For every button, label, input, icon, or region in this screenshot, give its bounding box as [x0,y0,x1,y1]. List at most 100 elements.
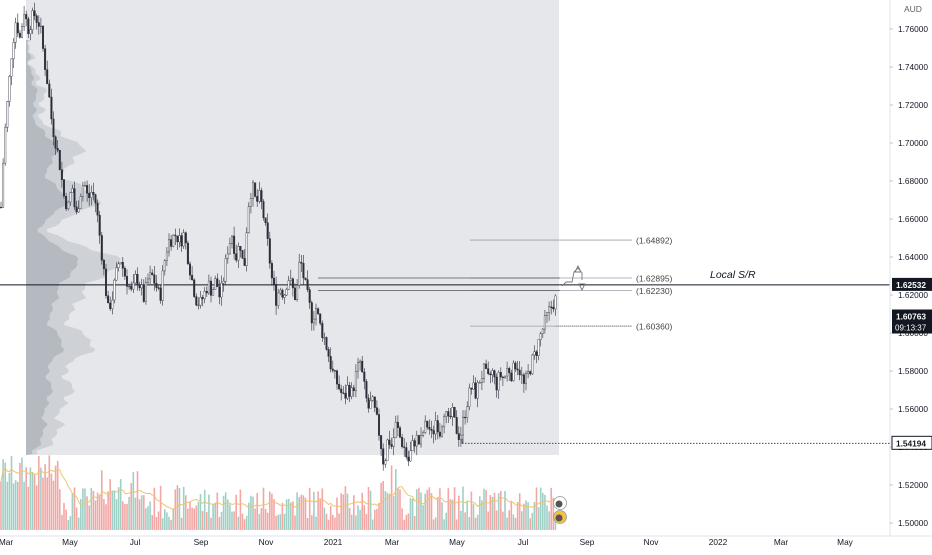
volume-bar [172,509,174,530]
candle-body [407,456,410,462]
volume-bar [397,487,399,530]
price-tick-label: 1.64000 [898,252,928,262]
volume-bar [241,513,244,530]
candle-body [474,382,477,399]
volume-bar [525,500,527,530]
volume-bar [413,515,416,530]
candle-body [184,232,187,244]
volume-bar [441,502,443,530]
fib-level-label: (1.62230) [636,286,673,296]
candle-body [174,234,177,237]
volume-bar [126,503,128,530]
candle-body [338,383,341,390]
candle-body [489,373,492,376]
candle-body [98,214,101,236]
time-tick-label: Jul [518,537,529,547]
volume-bar [187,508,189,530]
candle-body [308,289,311,303]
volume-bar [166,512,168,530]
volume-bar [535,487,538,530]
candle-body [529,371,532,375]
volume-bar [23,481,25,530]
event-markers[interactable] [553,496,567,524]
volume-bar [264,508,267,530]
candle-body [350,387,353,397]
volume-bar [275,515,277,530]
volume-bar [128,496,130,530]
candle-body [464,416,467,419]
candle-body [426,420,429,428]
volume-bar [101,470,103,530]
volume-bar [31,472,34,530]
candle-body [294,287,297,300]
candle-body [193,279,196,297]
low-price-tag-label: 1.54194 [896,438,926,448]
candle-body [254,182,257,197]
candle-body [273,277,276,285]
candle-body [58,150,61,170]
candle-body [209,280,212,296]
volume-bar [472,503,475,530]
volume-bar [306,517,309,530]
volume-bar [233,511,235,530]
volume-bar [248,502,250,530]
projection-path [561,267,583,287]
volume-bar [132,471,135,530]
candle-body [67,201,70,210]
candle-body [251,182,254,199]
candle-body [541,328,544,334]
candle-body [424,420,427,433]
candle-body [457,433,460,440]
volume-bar [271,493,273,530]
volume-bar [174,489,177,530]
candles[interactable] [0,2,557,471]
projection-arrows [561,264,586,292]
candle-body [25,14,28,20]
volume-bar [266,512,269,530]
candle-body [4,127,7,164]
price-tick-label: 1.70000 [898,138,928,148]
candle-body [79,196,82,209]
candle-body [94,194,97,204]
volume-bar [523,503,525,530]
volume-bar [25,467,27,530]
volume-bar [416,489,418,530]
volume-bar [231,511,233,530]
volume-bar [458,495,460,530]
candle-body [361,360,364,373]
time-axis[interactable]: Mar May Jul Sep Nov 2021 Mar May Jul Sep Nov 2022 Ma… [0,535,932,547]
price-tick-label: 1.58000 [898,366,928,376]
volume-bar [489,495,492,530]
candle-body [31,10,34,30]
candle-body [128,285,131,288]
volume-bar [470,491,473,530]
candle-body [413,440,416,447]
candle-body [445,411,448,418]
low-price-tag [891,435,932,450]
volume-bar [420,492,422,530]
arrow-up [574,264,582,273]
volume-bar [82,488,84,530]
candle-body [235,253,238,261]
candle-body [512,362,515,381]
volume-bar [502,511,504,530]
price-axis[interactable]: AUD 1.76000 1.74000 1.72000 1.70000 1.68000 1.… [889,0,932,536]
current-price-tag [892,309,932,334]
horizontal-levels[interactable]: (1.64892) (1.62895) (1.62230) (1.60360) Loca… [0,236,890,444]
volume-bar [344,486,347,530]
volume-bar [56,460,59,530]
volume-bar [445,512,447,530]
volume-bar [298,496,300,530]
volume-bar [84,488,86,530]
volume-bar [487,511,489,530]
volume-bar [374,509,376,530]
volume-bar [237,516,240,530]
volume-bar [304,497,307,530]
volume-bar [327,519,330,530]
volume-bar [527,502,529,530]
candle-body [323,337,326,339]
volume-bar [516,502,519,530]
volume-bar [50,473,53,530]
